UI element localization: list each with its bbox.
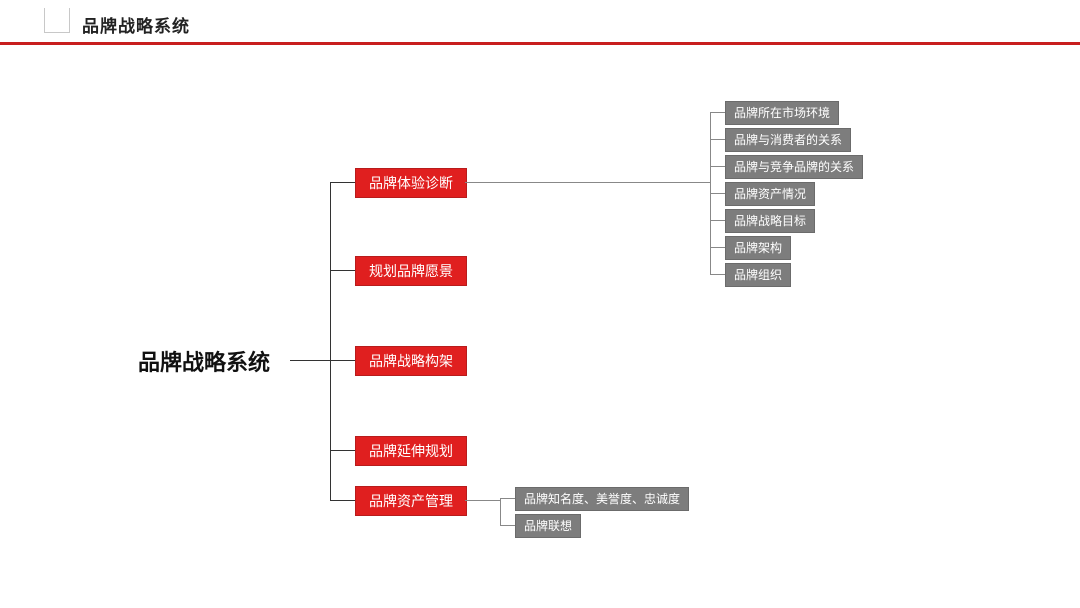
leaf-stub [710,112,725,113]
header-rule [0,42,1080,45]
branch-stub [330,182,355,183]
leaf-node: 品牌战略目标 [725,209,815,233]
leaf-node: 品牌与竞争品牌的关系 [725,155,863,179]
level2-node: 品牌战略构架 [355,346,467,376]
leaf-node: 品牌与消费者的关系 [725,128,851,152]
leaf-node: 品牌资产情况 [725,182,815,206]
root-stem [290,360,330,361]
branch-stub [330,500,355,501]
trunk [330,182,331,500]
logo-mark [44,8,70,33]
leaf-trunk [500,498,501,525]
level2-node: 规划品牌愿景 [355,256,467,286]
leaf-connector [465,500,500,501]
leaf-stub [710,247,725,248]
leaf-node: 品牌架构 [725,236,791,260]
leaf-stub [500,498,515,499]
root-node: 品牌战略系统 [138,345,270,377]
leaf-stub [710,139,725,140]
leaf-stub [500,525,515,526]
leaf-stub [710,193,725,194]
level2-node: 品牌体验诊断 [355,168,467,198]
leaf-node: 品牌所在市场环境 [725,101,839,125]
leaf-stub [710,166,725,167]
leaf-connector [465,182,710,183]
leaf-stub [710,274,725,275]
leaf-node: 品牌组织 [725,263,791,287]
branch-stub [330,270,355,271]
branch-stub [330,360,355,361]
leaf-node: 品牌联想 [515,514,581,538]
page-title: 品牌战略系统 [82,12,190,37]
level2-node: 品牌延伸规划 [355,436,467,466]
slide: { "canvas": { "w": 1080, "h": 608, "bg":… [0,0,1080,608]
leaf-stub [710,220,725,221]
leaf-node: 品牌知名度、美誉度、忠诚度 [515,487,689,511]
level2-node: 品牌资产管理 [355,486,467,516]
branch-stub [330,450,355,451]
